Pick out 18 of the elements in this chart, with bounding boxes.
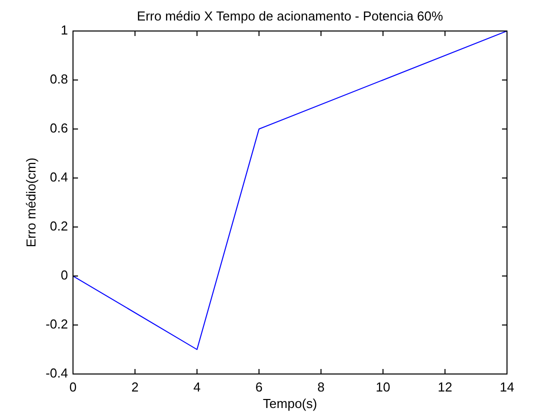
y-axis-title: Erro médio(cm) (23, 158, 38, 248)
y-tick-label: 1 (60, 22, 68, 38)
y-tick-label: 0.2 (50, 218, 68, 234)
x-tick-label: 10 (376, 379, 390, 394)
y-tick-label: 0.4 (50, 170, 68, 185)
y-tick-label: 0.8 (50, 72, 68, 87)
x-tick-label: 4 (193, 379, 201, 394)
x-tick-label: 2 (131, 379, 139, 394)
x-tick-label: 12 (438, 379, 452, 394)
x-tick-label: 6 (255, 379, 263, 394)
y-tick-label: 0 (60, 268, 68, 283)
y-tick-label: -0.2 (46, 316, 68, 332)
y-tick-label: 0.6 (50, 120, 68, 136)
x-tick-label: 8 (317, 379, 325, 394)
chart-title: Erro médio X Tempo de acionamento - Potencia 60% (136, 8, 444, 24)
x-axis-title: Tempo(s) (262, 396, 318, 411)
y-tick-label: -0.4 (46, 366, 68, 381)
x-tick-label: 14 (500, 379, 514, 394)
